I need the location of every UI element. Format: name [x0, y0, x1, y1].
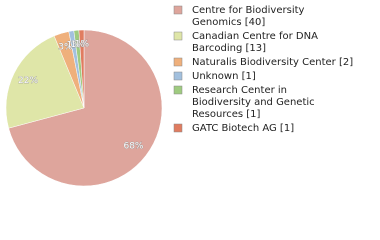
legend-label: Research Center in	[192, 85, 287, 96]
legend-swatch	[173, 57, 183, 67]
legend-label: Resources [1]	[192, 109, 261, 120]
legend-label: Biodiversity and Genetic	[192, 97, 315, 108]
pie-slice	[8, 29, 163, 187]
data-label: 1%	[66, 40, 81, 50]
data-label: 1%	[75, 40, 90, 50]
legend-swatch	[173, 85, 183, 95]
legend-swatch	[173, 5, 183, 15]
data-label: 1%	[71, 40, 86, 50]
legend-swatch	[173, 123, 183, 133]
legend-label: Unknown [1]	[192, 71, 256, 82]
legend-swatch	[173, 31, 183, 41]
data-label: 68%	[123, 141, 143, 151]
data-label: 3%	[58, 42, 73, 52]
legend-label: GATC Biotech AG [1]	[192, 123, 294, 134]
legend-label: Centre for Biodiversity	[192, 5, 305, 16]
legend-label: Canadian Centre for DNA	[192, 31, 318, 42]
legend-swatch	[173, 71, 183, 81]
data-label: 22%	[18, 76, 38, 86]
pie-slice	[5, 35, 85, 129]
pie-slice	[78, 29, 85, 109]
legend-label: Naturalis Biodiversity Center [2]	[192, 57, 353, 68]
legend-label: Genomics [40]	[192, 17, 265, 28]
legend-label: Barcoding [13]	[192, 43, 266, 54]
